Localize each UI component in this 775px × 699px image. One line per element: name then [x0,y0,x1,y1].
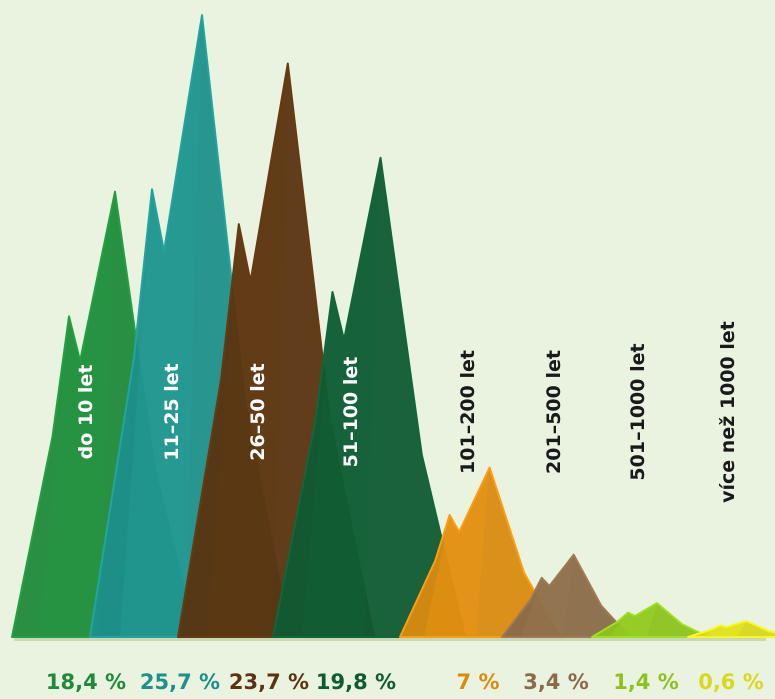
category-label: 26–50 let [247,363,269,460]
mountain-peaks [11,14,775,638]
peak-ridge-4 [301,157,381,638]
category-label: 51–100 let [340,357,362,468]
peak-ridge-5 [424,467,490,637]
value-label: 1,4 % [613,670,679,694]
peak-ridge-1 [39,191,115,637]
value-label: 19,8 % [316,670,396,694]
category-label: 501–1000 let [627,343,649,480]
peak-8 [687,620,775,638]
value-label: 3,4 % [523,670,589,694]
value-label: 23,7 % [229,670,309,694]
category-labels: do 10 let 11–25 let 26–50 let 51–100 let 101… [75,321,739,503]
category-label: 101–200 let [457,350,479,474]
peak-ridge-3 [207,63,288,637]
peak-ridge-7 [609,603,657,637]
category-label: do 10 let [75,365,97,460]
value-label: 0,6 % [698,670,764,694]
category-label: 201–500 let [543,350,565,474]
category-label: více než 1000 let [717,321,739,503]
value-label: 7 % [457,670,500,694]
value-label: 18,4 % [46,670,126,694]
value-label: 25,7 % [140,670,220,694]
peak-ridge-2 [120,15,202,638]
peak-ridge-8 [703,621,747,637]
value-labels: 18,4 % 25,7 % 23,7 % 19,8 % 7 % 3,4 % 1,4 % 0,6… [46,670,764,694]
category-label: 11–25 let [161,363,183,460]
peak-ridge-6 [521,554,574,637]
